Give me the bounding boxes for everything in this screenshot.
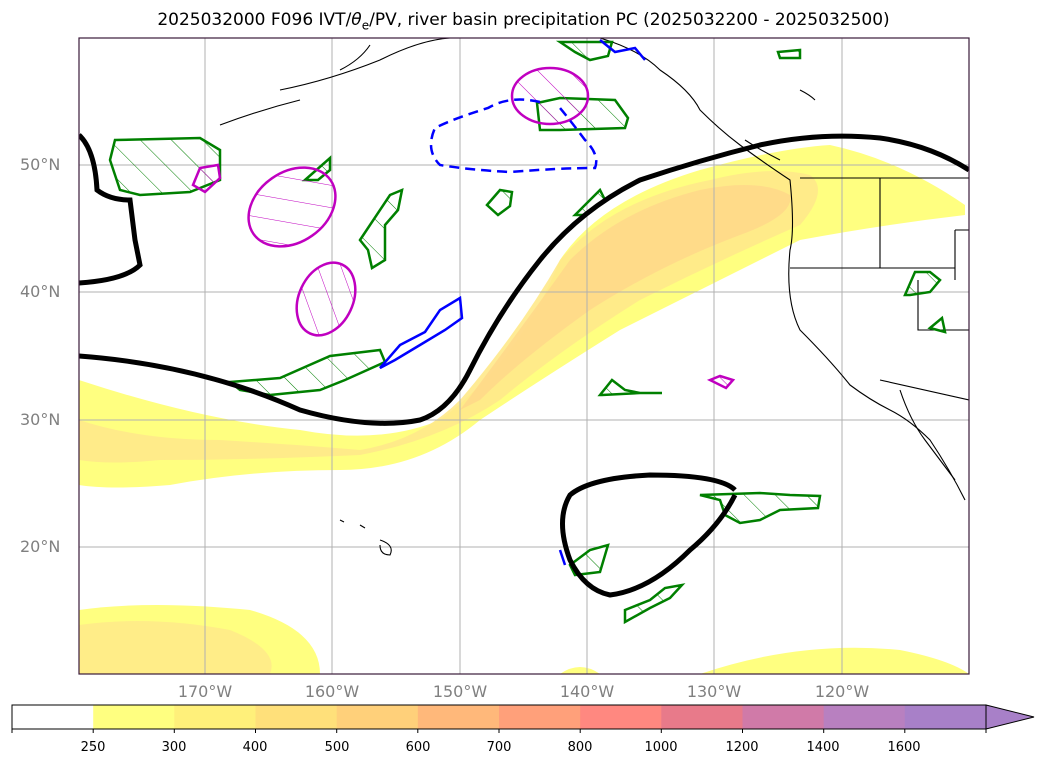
colorbar-extend-arrow bbox=[985, 704, 1035, 730]
colorbar-segment bbox=[255, 705, 338, 729]
black-contours bbox=[79, 133, 969, 598]
colorbar-tick-700: 700 bbox=[486, 740, 512, 755]
map-title: 2025032000 F096 IVT/θe/PV, river basin p… bbox=[157, 10, 890, 33]
colorbar-tick-1000: 1000 bbox=[644, 740, 678, 755]
lat-label-20n: 20°N bbox=[20, 537, 61, 556]
colorbar-tick-300: 300 bbox=[161, 740, 187, 755]
colorbar-segment bbox=[499, 705, 581, 729]
colorbar-segment bbox=[661, 705, 743, 729]
ivt-band-south-inner bbox=[79, 621, 272, 674]
colorbar-segment bbox=[174, 705, 256, 729]
blue-contours bbox=[379, 39, 646, 566]
colorbar-segment bbox=[742, 705, 825, 729]
ivt-band-400 bbox=[460, 185, 791, 410]
lon-label-160w: 160°W bbox=[304, 682, 360, 701]
colorbar-segment bbox=[336, 705, 419, 729]
colorbar bbox=[11, 704, 1035, 733]
colorbar-tick-800: 800 bbox=[567, 740, 593, 755]
colorbar-tick-1600: 1600 bbox=[887, 740, 921, 755]
lat-label-40n: 40°N bbox=[20, 282, 61, 301]
lat-label-50n: 50°N bbox=[20, 155, 61, 174]
colorbar-tick-400: 400 bbox=[242, 740, 268, 755]
lat-label-30n: 30°N bbox=[20, 410, 61, 429]
colorbar-segment bbox=[823, 705, 906, 729]
colorbar-segment bbox=[93, 705, 175, 729]
colorbar-tick-600: 600 bbox=[405, 740, 431, 755]
map-plot bbox=[78, 37, 970, 675]
colorbar-segment bbox=[580, 705, 662, 729]
colorbar-tick-250: 250 bbox=[80, 740, 106, 755]
map-border bbox=[78, 37, 970, 675]
magenta-hatched-contours bbox=[191, 66, 736, 390]
lon-label-140w: 140°W bbox=[559, 682, 615, 701]
colorbar-segment bbox=[417, 705, 500, 729]
lon-label-120w: 120°W bbox=[814, 682, 870, 701]
ivt-band-southeast bbox=[560, 647, 969, 674]
lon-label-170w: 170°W bbox=[177, 682, 233, 701]
colorbar-tick-1200: 1200 bbox=[725, 740, 759, 755]
lon-label-150w: 150°W bbox=[432, 682, 488, 701]
lon-label-130w: 130°W bbox=[686, 682, 742, 701]
ivt-shading bbox=[79, 145, 969, 674]
colorbar-tick-1400: 1400 bbox=[806, 740, 840, 755]
colorbar-tick-500: 500 bbox=[324, 740, 350, 755]
coastlines bbox=[219, 38, 969, 556]
colorbar-segment bbox=[904, 705, 987, 729]
colorbar-segment bbox=[12, 705, 94, 729]
